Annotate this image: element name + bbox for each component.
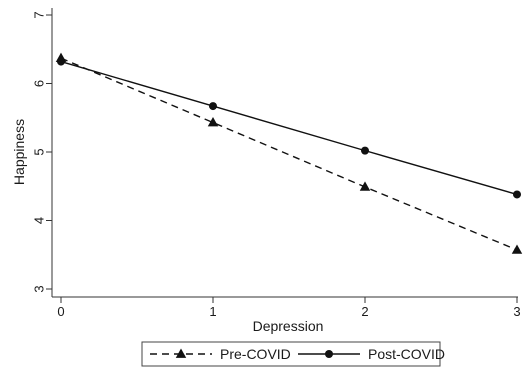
series-line-pre-covid (60, 57, 518, 251)
series-pre-covid (55, 52, 523, 254)
data-point-pre-covid (359, 181, 371, 191)
data-point-post-covid (57, 57, 65, 66)
x-tick-label: 3 (513, 304, 520, 319)
x-tick-label: 1 (209, 304, 216, 319)
y-axis-title: Happiness (11, 119, 27, 185)
legend-label-post-covid: Post-COVID (368, 346, 445, 362)
series-post-covid (57, 57, 521, 199)
y-axis-ticks: 3 4 5 6 7 (31, 11, 52, 293)
series-layer (55, 52, 523, 254)
y-tick-label: 4 (31, 217, 46, 224)
x-axis-title: Depression (253, 318, 324, 334)
data-point-pre-covid (511, 244, 523, 254)
legend-item-post-covid: Post-COVID (298, 346, 445, 362)
y-tick-label: 5 (31, 148, 46, 155)
data-point-pre-covid (207, 117, 219, 127)
x-tick-label: 2 (361, 304, 368, 319)
y-tick-label: 7 (31, 11, 46, 18)
data-point-post-covid (361, 146, 369, 155)
y-tick-label: 3 (31, 285, 46, 292)
legend-marker-post-covid (325, 350, 333, 358)
x-tick-label: 0 (57, 304, 64, 319)
legend-marker-pre-covid (175, 348, 187, 358)
legend: Pre-COVID Post-COVID (141, 341, 445, 367)
y-tick-label: 6 (31, 80, 46, 87)
data-point-post-covid (513, 190, 521, 199)
legend-item-pre-covid: Pre-COVID (150, 346, 291, 362)
series-line-post-covid (60, 60, 518, 196)
data-point-post-covid (209, 102, 217, 111)
x-axis-ticks: 0 1 2 3 (57, 297, 521, 319)
legend-label-pre-covid: Pre-COVID (220, 346, 291, 362)
